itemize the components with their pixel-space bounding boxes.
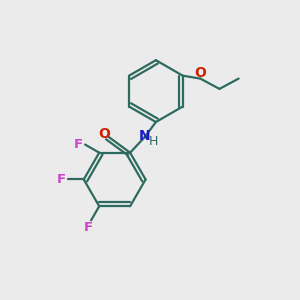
Text: F: F: [74, 138, 83, 151]
Text: F: F: [56, 173, 66, 186]
Text: F: F: [84, 221, 93, 234]
Text: O: O: [99, 127, 110, 140]
Text: H: H: [149, 135, 159, 148]
Text: N: N: [139, 129, 150, 143]
Text: O: O: [194, 66, 206, 80]
